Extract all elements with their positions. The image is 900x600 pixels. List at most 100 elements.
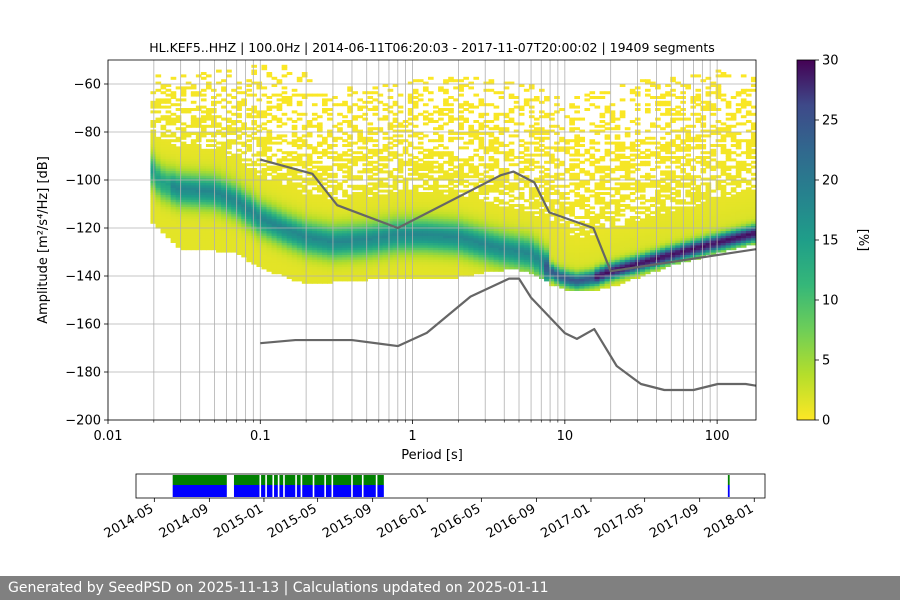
psd-cell	[205, 187, 212, 191]
psd-cell	[604, 151, 611, 155]
psd-cell	[205, 211, 212, 215]
psd-cell	[549, 254, 555, 258]
psd-cell	[165, 180, 172, 183]
psd-cell	[342, 120, 348, 123]
psd-cell	[155, 141, 162, 145]
psd-cell	[276, 242, 283, 246]
psd-cell	[241, 184, 247, 188]
psd-cell	[205, 175, 212, 179]
psd-cell	[412, 177, 419, 181]
psd-cell	[170, 177, 177, 181]
psd-cell	[468, 165, 475, 169]
psd-cell	[468, 194, 475, 198]
psd-cell	[508, 93, 515, 97]
psd-cell	[256, 139, 263, 143]
psd-cell	[221, 225, 227, 229]
psd-cell	[291, 88, 298, 92]
psd-cell	[463, 108, 469, 111]
psd-cell	[473, 201, 480, 205]
psd-cell	[533, 177, 540, 181]
psd-cell	[337, 223, 343, 227]
psd-cell	[523, 264, 530, 267]
psd-cell	[518, 242, 525, 246]
psd-cell	[170, 208, 177, 212]
psd-cell	[453, 240, 459, 243]
psd-cell	[392, 199, 399, 203]
psd-cell	[614, 153, 621, 157]
psd-cell	[150, 196, 157, 200]
psd-cell	[256, 158, 263, 162]
psd-cell	[518, 220, 525, 224]
psd-cell	[518, 244, 525, 248]
psd-cell	[584, 108, 591, 111]
psd-cell	[190, 156, 197, 159]
psd-cell	[493, 182, 500, 186]
psd-cell	[387, 254, 394, 258]
psd-cell	[332, 156, 338, 159]
psd-cell	[241, 208, 247, 212]
psd-cell	[544, 256, 550, 260]
psd-cell	[266, 172, 273, 176]
psd-cell	[216, 211, 222, 215]
psd-cell	[483, 261, 490, 265]
psd-cell	[412, 204, 419, 207]
psd-cell	[236, 177, 242, 181]
psd-cell	[221, 196, 227, 200]
psd-cell	[579, 264, 586, 267]
psd-cell	[256, 252, 263, 255]
psd-cell	[604, 180, 611, 183]
psd-cell	[372, 172, 379, 176]
psd-cell	[397, 175, 404, 179]
psd-cell	[377, 163, 384, 167]
psd-cell	[211, 151, 217, 155]
psd-cell	[367, 220, 374, 224]
psd-cell	[316, 240, 323, 243]
psd-cell	[281, 261, 288, 265]
psd-cell	[443, 216, 449, 219]
psd-cell	[448, 182, 454, 186]
psd-cell	[291, 194, 298, 198]
psd-cell	[190, 115, 197, 119]
psd-cell	[251, 127, 258, 131]
psd-cell	[544, 228, 550, 231]
psd-cell	[483, 237, 490, 241]
psd-cell	[478, 256, 485, 260]
psd-cell	[357, 271, 363, 275]
psd-cell	[549, 249, 555, 253]
psd-cell	[180, 240, 187, 243]
psd-cell	[190, 208, 197, 212]
psd-cell	[448, 264, 454, 267]
psd-cell	[417, 199, 424, 203]
psd-cell	[422, 230, 429, 234]
psd-cell	[589, 278, 596, 282]
psd-cell	[387, 96, 394, 99]
psd-cell	[448, 273, 454, 277]
psd-cell	[438, 124, 444, 128]
psd-cell	[533, 249, 540, 253]
psd-cell	[382, 117, 389, 121]
psd-cell	[296, 117, 303, 121]
psd-cell	[503, 259, 510, 263]
psd-cell	[216, 194, 222, 198]
psd-cell	[155, 223, 162, 227]
psd-cell	[498, 254, 505, 258]
psd-cell	[564, 249, 570, 253]
psd-cell	[604, 276, 611, 279]
psd-cell	[337, 225, 343, 229]
psd-cell	[559, 254, 565, 258]
psd-cell	[463, 261, 469, 265]
psd-cell	[508, 240, 515, 243]
psd-cell	[549, 146, 555, 150]
psd-cell	[165, 141, 172, 145]
psd-cell	[357, 208, 363, 212]
psd-cell	[422, 168, 429, 171]
psd-cell	[377, 225, 384, 229]
psd-cell	[377, 228, 384, 231]
psd-cell	[554, 124, 560, 128]
psd-cell	[291, 141, 298, 145]
psd-cell	[453, 189, 459, 193]
psd-cell	[190, 158, 197, 162]
psd-cell	[463, 247, 469, 251]
psd-cell	[291, 254, 298, 258]
psd-cell	[236, 211, 242, 215]
